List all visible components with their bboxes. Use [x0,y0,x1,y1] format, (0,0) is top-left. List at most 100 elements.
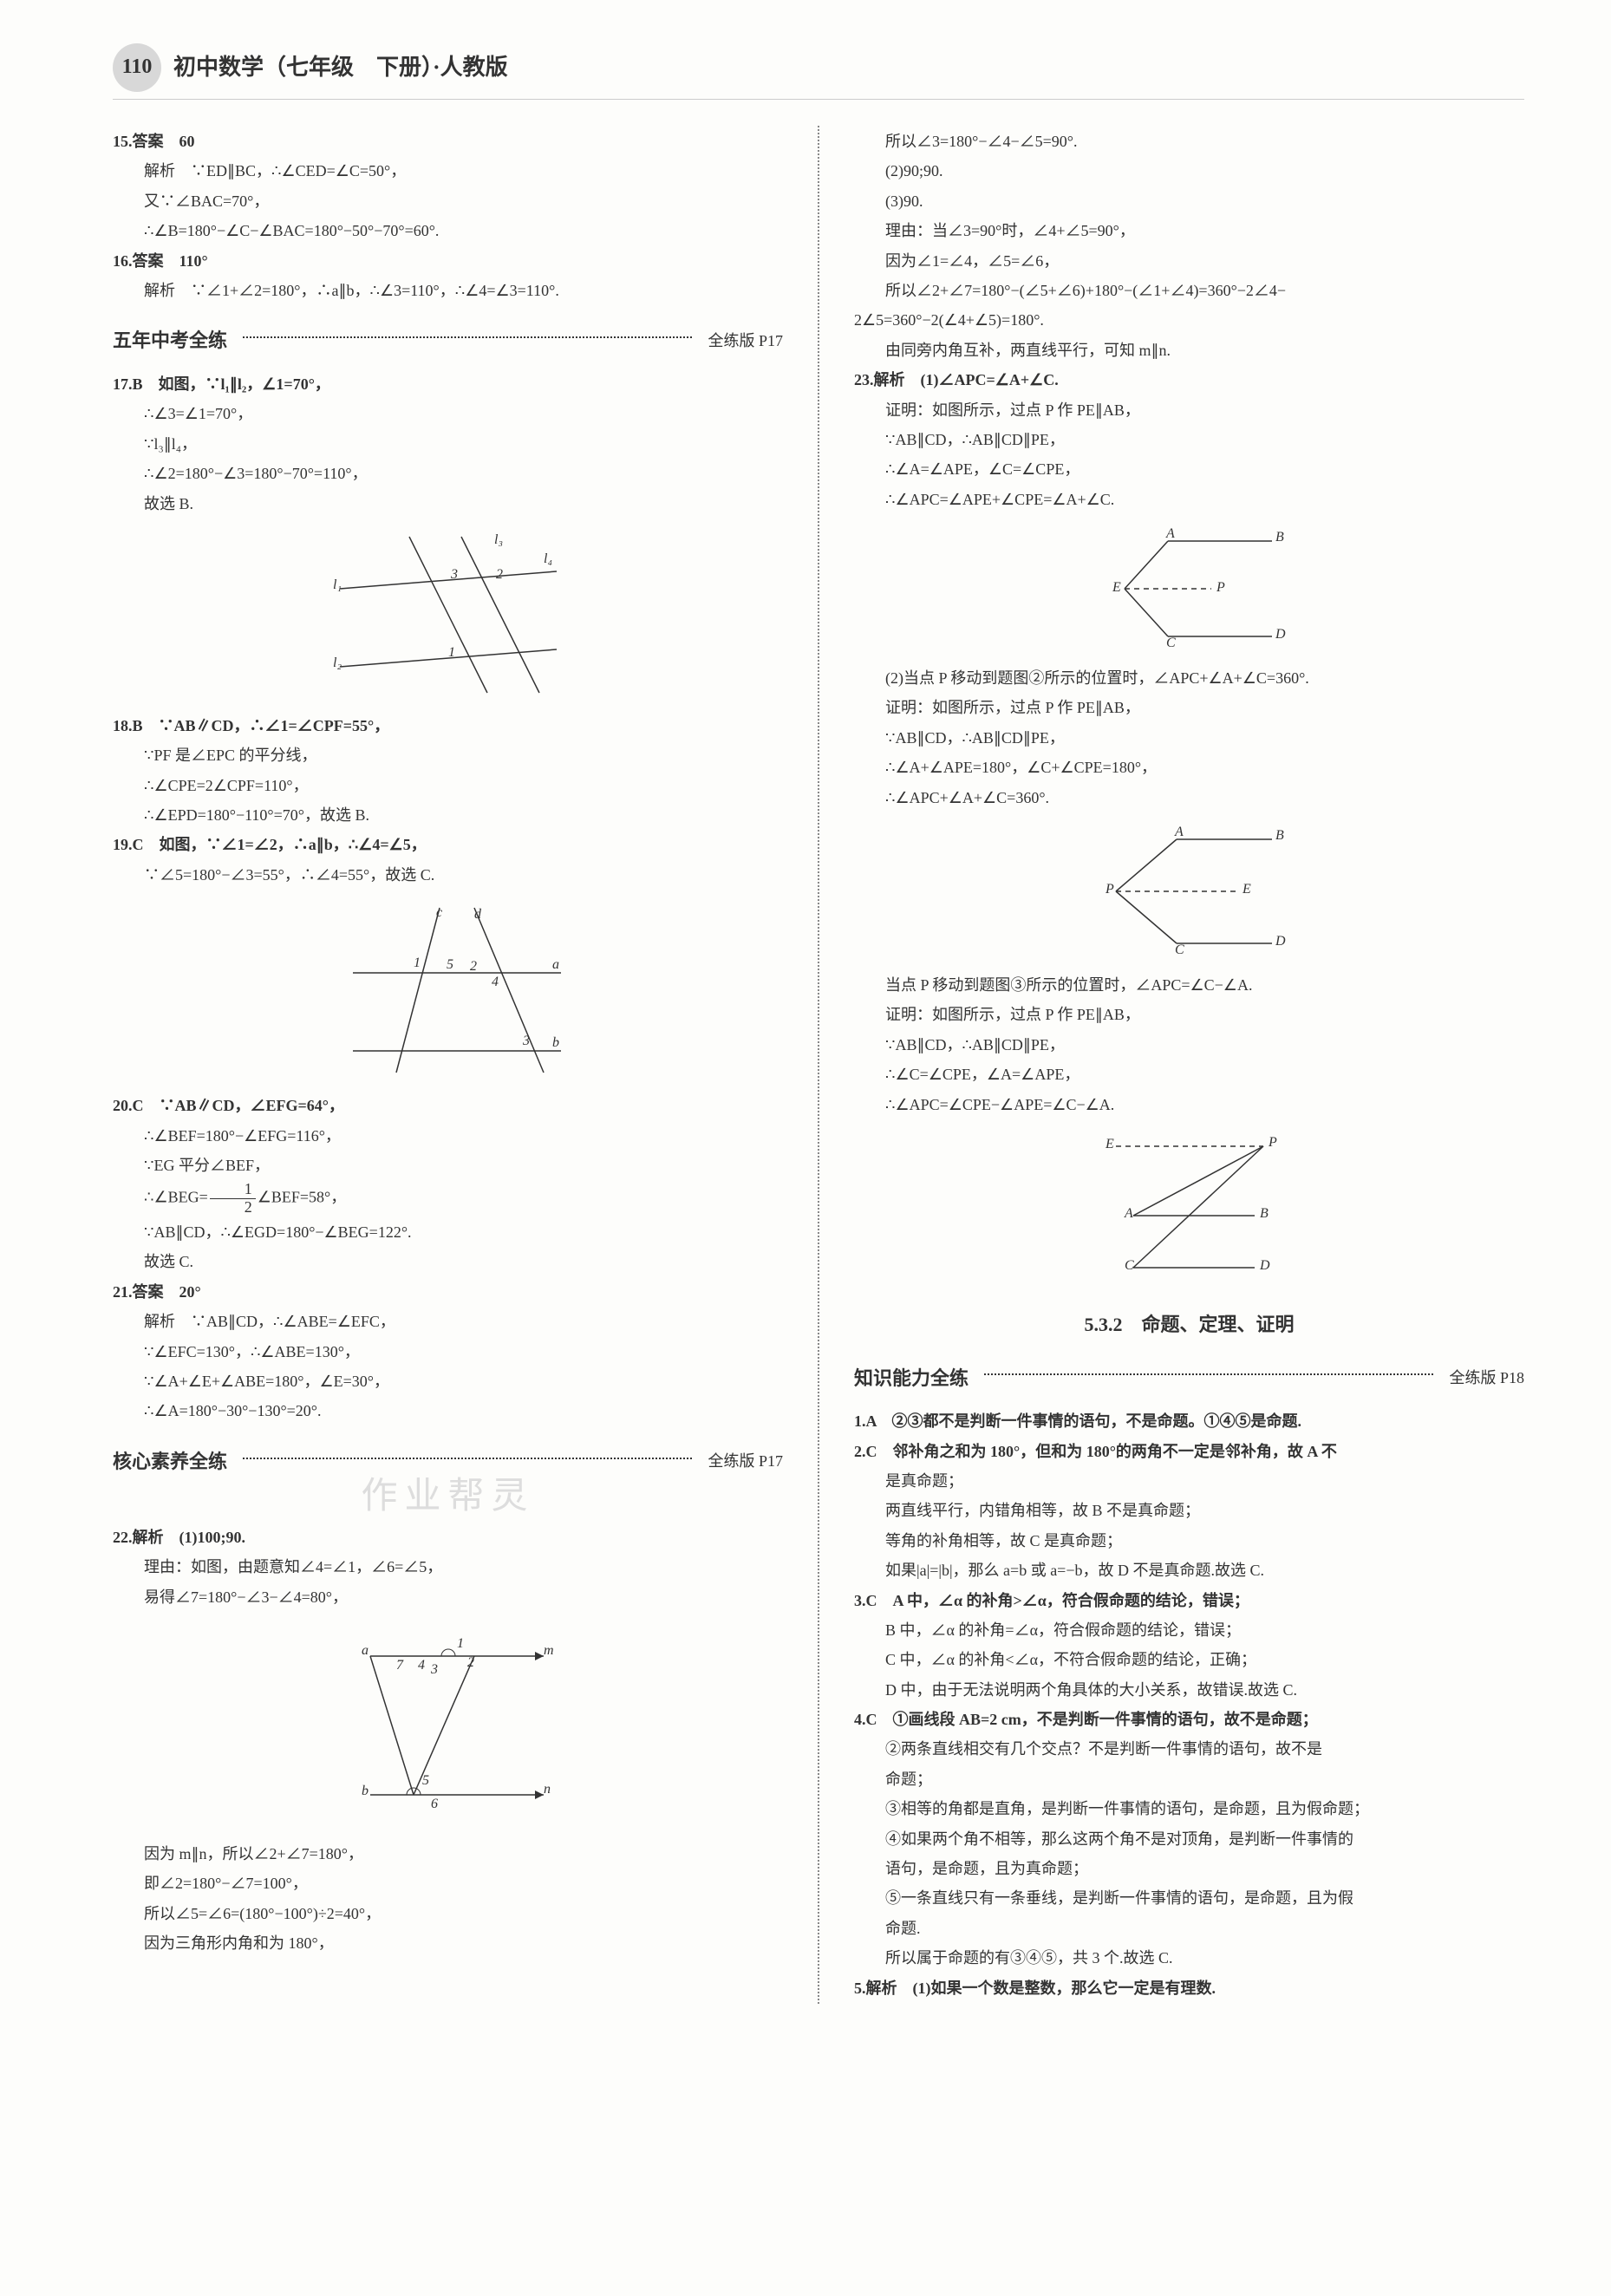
svg-text:1: 1 [457,1636,464,1651]
q17-line: 17.B 如图，∵l₁∥l₂，∠1=70°， [113,370,783,398]
q20-line: ∴∠BEF=180°−∠EFG=116°， [113,1122,783,1150]
q23-line: ∴∠APC=∠APE+∠CPE=∠A+∠C. [854,486,1524,513]
q16-answer: 16.答案 110° [113,247,783,275]
q4-line: 4.C ①画线段 AB=2 cm，不是判断一件事情的语句，故不是命题； [854,1706,1524,1733]
svg-text:3: 3 [430,1662,438,1677]
q4-line: ②两条直线相交有几个交点？不是判断一件事情的语句，故不是 [854,1735,1524,1763]
q2-line: 两直线平行，内错角相等，故 B 不是真命题； [854,1497,1524,1524]
svg-text:a: a [552,957,559,972]
svg-text:4: 4 [492,975,499,989]
svg-text:C: C [1175,943,1184,957]
svg-text:5: 5 [447,957,453,972]
svg-text:7: 7 [396,1658,404,1673]
svg-text:A: A [1165,526,1175,541]
svg-text:6: 6 [431,1797,438,1811]
svg-text:B: B [1275,828,1284,843]
svg-text:d: d [474,907,482,922]
svg-text:4: 4 [418,1658,425,1673]
q3-line: B 中，∠α 的补角=∠α，符合假命题的结论，错误； [854,1616,1524,1644]
q17-line: ∴∠3=∠1=70°， [113,400,783,427]
page-title: 初中数学（七年级 下册）·人教版 [173,48,508,88]
cont-line: 理由：当∠3=90°时，∠4+∠5=90°， [854,217,1524,245]
q23-line: ∴∠A+∠APE=180°，∠C+∠CPE=180°， [854,753,1524,781]
q2-line: 2.C 邻补角之和为 180°，但和为 180°的两角不一定是邻补角，故 A 不 [854,1438,1524,1465]
q21-answer: 21.答案 20° [113,1278,783,1306]
svg-text:P: P [1105,882,1114,897]
q15-line: 解析 ∵ED∥BC，∴∠CED=∠C=50°， [113,157,783,185]
section-heading-1: 五年中考全练 全练版 P17 [113,323,783,358]
q4-line: ④如果两个角不相等，那么这两个角不是对顶角，是判断一件事情的 [854,1825,1524,1853]
q15-line: 又∵∠BAC=70°， [113,187,783,215]
q5-line: 5.解析 (1)如果一个数是整数，那么它一定是有理数. [854,1974,1524,2002]
svg-text:B: B [1275,530,1284,545]
svg-text:C: C [1166,636,1176,650]
svg-text:l₄: l₄ [544,551,552,566]
svg-text:E: E [1105,1137,1114,1151]
svg-text:3: 3 [522,1034,530,1048]
section-title: 核心素养全练 [113,1445,227,1479]
two-column-layout: 15.答案 60 解析 ∵ED∥BC，∴∠CED=∠C=50°， 又∵∠BAC=… [113,126,1524,2004]
svg-text:C: C [1125,1258,1134,1273]
cont-line: 所以∠3=180°−∠4−∠5=90°. [854,127,1524,155]
q20-line: ∵EG 平分∠BEF， [113,1151,783,1179]
svg-text:n: n [544,1782,551,1797]
svg-text:1: 1 [448,645,455,660]
q18-line: ∴∠CPE=2∠CPF=110°， [113,772,783,799]
q4-line: 语句，是命题，且为真命题； [854,1855,1524,1882]
svg-text:3: 3 [450,567,458,582]
svg-text:1: 1 [414,956,421,970]
q18-line: ∵PF 是∠EPC 的平分线， [113,741,783,769]
q23-line: 证明：如图所示，过点 P 作 PE∥AB， [854,694,1524,721]
q3-line: C 中，∠α 的补角<∠α，不符合假命题的结论，正确； [854,1646,1524,1673]
q22-line: 即∠2=180°−∠7=100°， [113,1869,783,1897]
q21-line: ∵∠EFC=130°，∴∠ABE=130°， [113,1338,783,1366]
dot-leader [984,1373,1433,1375]
q4-line: 命题； [854,1765,1524,1793]
q4-line: 命题. [854,1914,1524,1942]
figure-q22: amnb1234756 [318,1621,578,1830]
svg-text:B: B [1260,1206,1269,1221]
svg-text:D: D [1275,934,1286,949]
q2-line: 是真命题； [854,1467,1524,1495]
q23-line: ∴∠A=∠APE，∠C=∠CPE， [854,455,1524,483]
svg-text:E: E [1242,882,1251,897]
cont-line: 由同旁内角互补，两直线平行，可知 m∥n. [854,336,1524,364]
subsection-heading: 5.3.2 命题、定理、证明 [854,1308,1524,1342]
q18-line: 18.B ∵AB∥CD，∴∠1=∠CPF=55°， [113,712,783,740]
q20-line: ∵AB∥CD，∴∠EGD=180°−∠BEG=122°. [113,1218,783,1246]
q16-line: 解析 ∵∠1+∠2=180°，∴a∥b，∴∠3=110°，∴∠4=∠3=110°… [113,277,783,304]
q3-line: 3.C A 中，∠α 的补角>∠α，符合假命题的结论，错误； [854,1587,1524,1614]
q15-answer: 15.答案 60 [113,127,783,155]
section-ref: 全练版 P17 [708,327,783,355]
svg-text:2: 2 [467,1655,474,1670]
svg-text:E: E [1112,580,1121,595]
q17-line: 故选 B. [113,490,783,518]
figure-q23b: A B C D P E [1064,822,1315,961]
section-heading-2: 核心素养全练 全练版 P17 [113,1445,783,1479]
svg-text:5: 5 [422,1773,429,1788]
q23-line: 当点 P 移动到题图③所示的位置时，∠APC=∠C−∠A. [854,971,1524,999]
q3-line: D 中，由于无法说明两个角具体的大小关系，故错误.故选 C. [854,1676,1524,1704]
figure-q17: l₄l₃l₁l₂321 [323,528,574,701]
q2-line: 等角的补角相等，故 C 是真命题； [854,1527,1524,1555]
q22-line: 所以∠5=∠6=(180°−100°)÷2=40°， [113,1900,783,1927]
section-title: 五年中考全练 [113,323,227,358]
cont-line: 2∠5=360°−2(∠4+∠5)=180°. [854,306,1524,334]
q17-line: ∴∠2=180°−∠3=180°−70°=110°， [113,460,783,487]
q18-line: ∴∠EPD=180°−110°=70°，故选 B. [113,801,783,829]
svg-text:D: D [1275,627,1286,642]
q23-line: ∴∠C=∠CPE，∠A=∠APE， [854,1060,1524,1088]
cont-line: (3)90. [854,187,1524,215]
q20-line: 20.C ∵AB∥CD，∠EFG=64°， [113,1092,783,1119]
q20-line-frac: ∴∠BEG=12∠BEF=58°， [113,1181,783,1216]
svg-text:A: A [1174,825,1184,839]
q4-line: 所以属于命题的有③④⑤，共 3 个.故选 C. [854,1944,1524,1972]
svg-text:A: A [1124,1206,1133,1221]
svg-text:l₃: l₃ [494,532,503,547]
q19-line: 19.C 如图，∵∠1=∠2，∴a∥b，∴∠4=∠5， [113,831,783,858]
q23-line: 证明：如图所示，过点 P 作 PE∥AB， [854,1001,1524,1028]
figure-q23c: ABCDEP [1064,1129,1315,1285]
svg-text:b: b [362,1784,369,1798]
svg-text:P: P [1216,580,1225,595]
svg-text:c: c [436,905,442,920]
